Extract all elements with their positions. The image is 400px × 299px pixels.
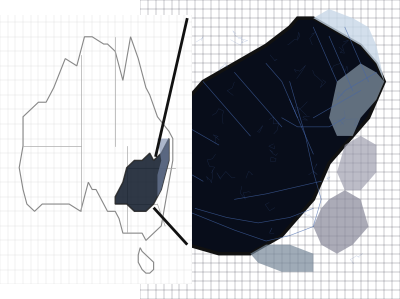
- Polygon shape: [250, 245, 313, 272]
- Polygon shape: [148, 18, 384, 254]
- Polygon shape: [115, 139, 169, 211]
- Polygon shape: [158, 139, 169, 197]
- Polygon shape: [329, 63, 384, 136]
- Polygon shape: [337, 136, 376, 190]
- Polygon shape: [313, 190, 368, 254]
- Polygon shape: [313, 9, 384, 82]
